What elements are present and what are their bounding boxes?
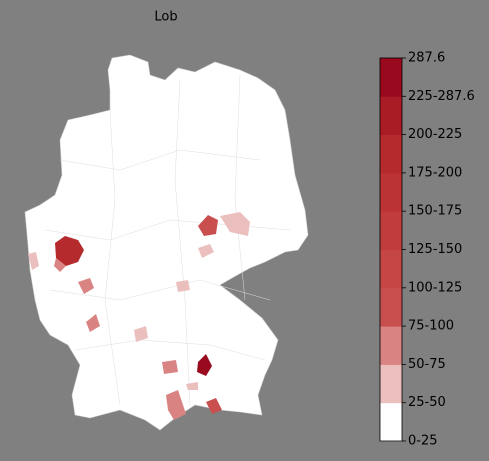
region-leipzig	[198, 215, 218, 236]
colorbar-label: 75-100	[408, 319, 454, 334]
region-hesse	[78, 278, 94, 294]
region-munich	[197, 354, 212, 376]
colorbar-segment	[380, 287, 402, 327]
region-franconia	[176, 280, 190, 292]
colorbar-label: 150-175	[408, 204, 462, 219]
colorbar-segment	[380, 134, 402, 174]
region-upper-bavaria	[206, 398, 222, 414]
colorbar-segment	[380, 172, 402, 212]
colorbar-label: 125-150	[408, 242, 462, 257]
colorbar-label: 50-75	[408, 357, 446, 372]
colorbar-label: 100-125	[408, 280, 462, 295]
colorbar-segment	[380, 249, 402, 289]
region-dresden	[220, 212, 250, 236]
region-ruhr-edge	[54, 258, 66, 272]
region-chemnitz	[198, 244, 214, 258]
region-karlsruhe	[86, 314, 100, 332]
district-borders	[44, 74, 291, 406]
colorbar-label: 200-225	[408, 127, 462, 142]
colorbar: 0-25 25-50 50-75 75-100 100-125 125-150 150-17…	[379, 51, 475, 449]
region-augsburg	[186, 382, 198, 390]
colorbar-segment	[380, 58, 402, 97]
colorbar-label: 287.6	[408, 51, 445, 66]
colorbar-segment	[380, 364, 402, 404]
colorbar-segment	[380, 326, 402, 365]
region-west	[28, 252, 39, 270]
colorbar-label: 25-50	[408, 395, 446, 410]
region-ruhr	[55, 236, 84, 266]
colorbar-label: 0-25	[408, 434, 438, 449]
germany-map	[24, 54, 309, 431]
colorbar-segment	[380, 211, 402, 250]
region-allgaeu	[166, 390, 186, 420]
region-stuttgart	[134, 326, 148, 342]
map-title: Lob	[154, 10, 177, 25]
colorbar-segment	[380, 96, 402, 136]
region-ingolstadt	[162, 360, 178, 374]
colorbar-label: 225-287.6	[408, 89, 475, 104]
colorbar-segment	[380, 402, 402, 442]
colorbar-label: 175-200	[408, 165, 462, 180]
